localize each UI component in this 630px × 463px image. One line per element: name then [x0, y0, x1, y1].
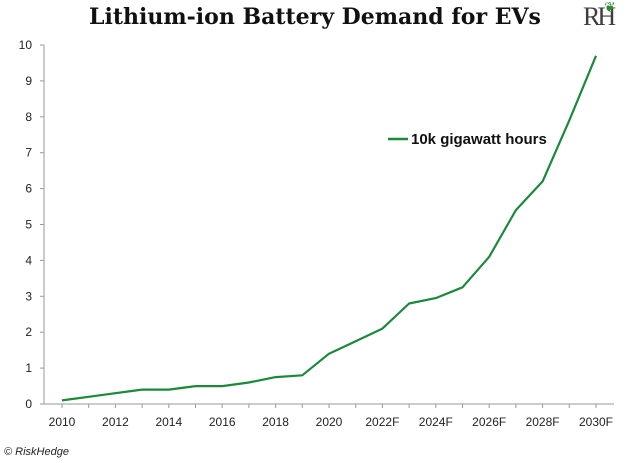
x-tick-label: 2020 — [316, 415, 343, 429]
y-tick-label: 4 — [25, 253, 32, 267]
x-tick-label: 2014 — [155, 415, 182, 429]
y-tick-label: 2 — [25, 325, 32, 339]
y-tick-label: 9 — [25, 74, 32, 88]
legend-label: 10k gigawatt hours — [411, 131, 547, 148]
y-tick-label: 7 — [25, 146, 32, 160]
y-tick-label: 0 — [25, 397, 32, 411]
y-tick-label: 3 — [25, 289, 32, 303]
series-line — [61, 55, 598, 402]
y-tick-label: 10 — [19, 38, 33, 52]
x-tick-label: 2026F — [472, 415, 506, 429]
x-tick-label: 2016 — [209, 415, 236, 429]
x-tick-label: 2010 — [49, 415, 76, 429]
leaf-icon: ❦ — [604, 1, 616, 16]
x-tick-label: 2024F — [419, 415, 453, 429]
x-tick-label: 2012 — [102, 415, 129, 429]
chart-title: Lithium-ion Battery Demand for EVs — [89, 4, 541, 30]
x-tick-label: 2028F — [526, 415, 560, 429]
y-tick-label: 1 — [25, 361, 32, 375]
logo-text: RH — [583, 2, 616, 31]
y-tick-label: 5 — [25, 218, 32, 232]
x-tick-label: 2030F — [579, 415, 613, 429]
x-tick-label: 2022F — [365, 415, 399, 429]
copyright-credit: © RiskHedge — [4, 446, 69, 458]
y-tick-label: 8 — [25, 110, 32, 124]
y-tick-label: 6 — [25, 182, 32, 196]
riskhedge-logo: RH ❦ — [583, 1, 616, 32]
x-tick-label: 2018 — [262, 415, 289, 429]
